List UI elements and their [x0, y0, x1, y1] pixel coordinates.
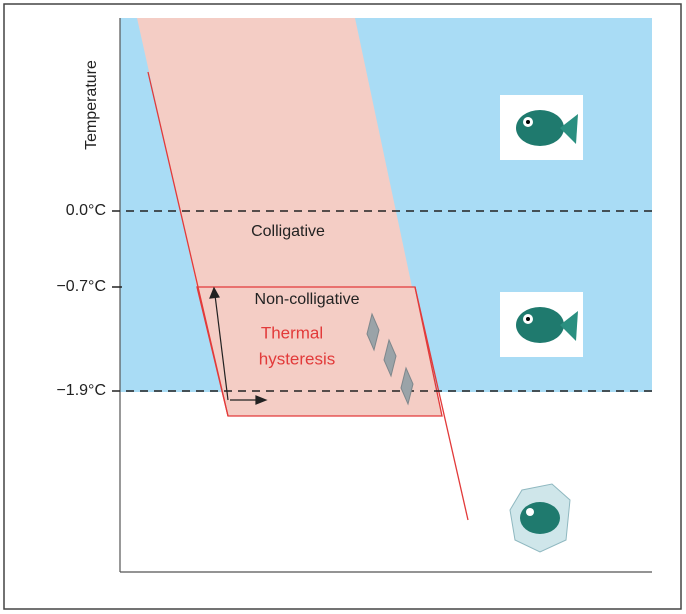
tick-label: −1.9°C: [56, 382, 106, 399]
freezing-line: [147, 71, 229, 417]
region-label: Non-colligative: [255, 291, 360, 308]
colligative-band: [137, 18, 412, 287]
axis-label: Temperature: [83, 60, 100, 150]
region-label: Colligative: [251, 223, 325, 240]
region-label: hysteresis: [259, 349, 336, 368]
tick-label: 0.0°C: [66, 202, 106, 219]
region-label: Thermal: [261, 323, 323, 342]
frozen-fish-icon: [509, 483, 571, 553]
melting-line: [414, 286, 469, 521]
arrows: [209, 286, 268, 405]
tick-label: −0.7°C: [56, 278, 106, 295]
fish-icon: [500, 292, 583, 357]
fish-icon: [500, 95, 583, 160]
ice-crystals: [366, 312, 414, 406]
